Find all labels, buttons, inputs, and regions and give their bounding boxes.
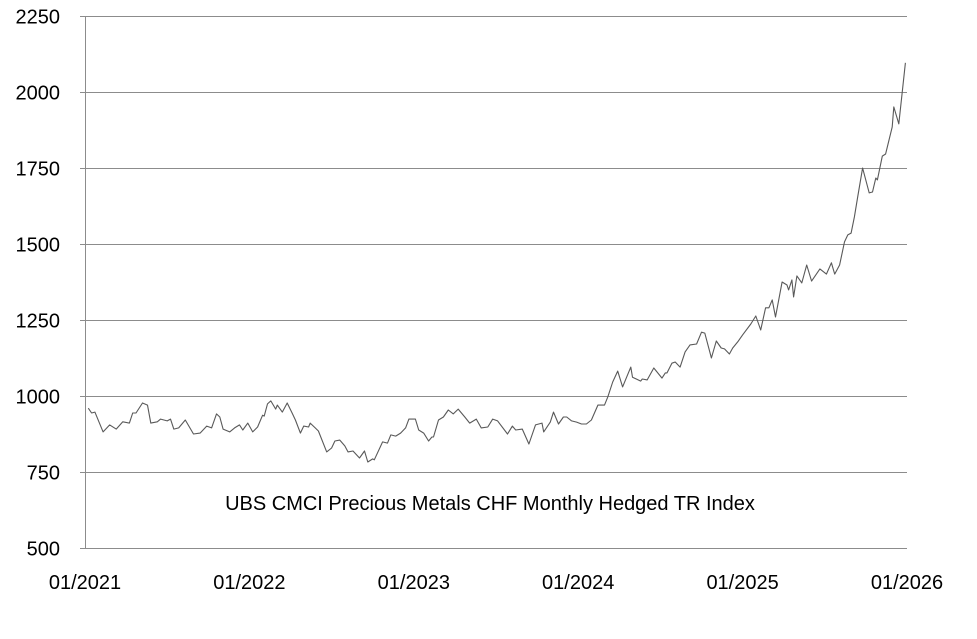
- gridlines: [85, 16, 907, 549]
- chart-title: UBS CMCI Precious Metals CHF Monthly Hed…: [225, 493, 755, 515]
- y-tick-label: 2000: [16, 83, 61, 105]
- y-tick-label: 1500: [16, 235, 61, 257]
- x-tick-labels: 01/2021 01/2022 01/2023 01/2024 01/2025 01/20…: [49, 572, 943, 594]
- y-tick-label: 1250: [16, 311, 61, 333]
- series-line: [87, 62, 906, 463]
- y-tick-label: 2250: [16, 7, 61, 29]
- x-tick-label: 01/2026: [871, 572, 943, 594]
- axes: [80, 16, 86, 549]
- x-tick-label: 01/2021: [49, 572, 121, 594]
- y-tick-label: 750: [27, 463, 60, 485]
- y-tick-label: 1000: [16, 387, 61, 409]
- x-tick-label: 01/2024: [542, 572, 614, 594]
- x-tick-label: 01/2025: [706, 572, 778, 594]
- y-tick-labels: 500 750 1000 1250 1500 1750 2000 2250: [16, 7, 61, 561]
- y-tick-label: 1750: [16, 159, 61, 181]
- x-tick-label: 01/2022: [213, 572, 285, 594]
- y-tick-label: 500: [27, 539, 60, 561]
- x-tick-label: 01/2023: [378, 572, 450, 594]
